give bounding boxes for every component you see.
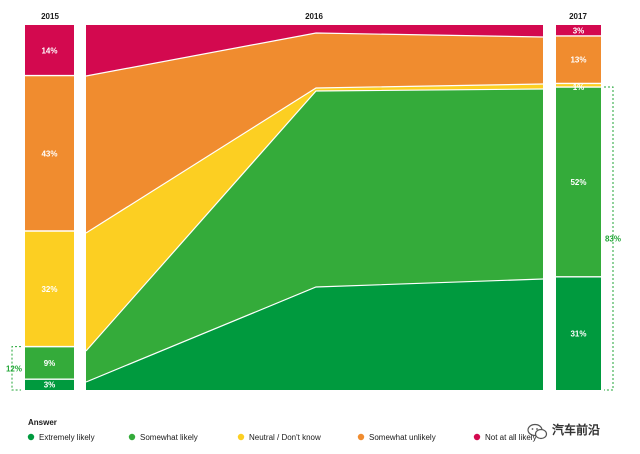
total-label-2015: 12% [6, 364, 22, 373]
watermark-text: 汽车前沿 [552, 422, 600, 437]
transition-divider [85, 32, 544, 77]
data-label-2015-4: 14% [41, 46, 57, 55]
data-label-2015-1: 9% [44, 359, 56, 368]
data-label-2017-4: 3% [573, 26, 585, 35]
area-2016-neutral-don-t-know [86, 84, 543, 351]
data-label-2017-1: 52% [570, 178, 586, 187]
legend-label-0: Extremely likely [39, 433, 95, 442]
data-label-2015-3: 43% [41, 149, 57, 158]
legend: Answer Extremely likely Somewhat likely Ne… [27, 418, 537, 442]
total-label-2017: 83% [605, 235, 621, 244]
legend-label-3: Somewhat unlikely [369, 433, 436, 442]
legend-swatch-1 [128, 433, 136, 441]
legend-label-1: Somewhat likely [140, 433, 198, 442]
data-label-2015-2: 32% [41, 285, 57, 294]
bar-2017-not-at-all-likely [556, 25, 601, 36]
bar-2017-somewhat-unlikely [556, 35, 601, 84]
total-bracket-2017 [604, 86, 614, 391]
legend-swatch-3 [357, 433, 365, 441]
bar-2017-extremely-likely [556, 276, 601, 390]
transition-divider [85, 83, 544, 234]
bar-2015-extremely-likely [25, 379, 74, 390]
bar-2017-somewhat-likely [556, 87, 601, 277]
watermark: 汽车前沿 [527, 422, 600, 440]
year-label-2017: 2017 [569, 12, 587, 21]
legend-label-2: Neutral / Don't know [249, 433, 321, 442]
year-label-2016: 2016 [305, 12, 323, 21]
year-label-2015: 2015 [41, 12, 59, 21]
wechat-icon [527, 423, 548, 440]
data-label-2017-3: 13% [570, 56, 586, 65]
total-bracket-2015 [11, 346, 21, 391]
transition-divider [85, 278, 544, 383]
legend-swatch-4 [473, 433, 481, 441]
bar-2015-somewhat-unlikely [25, 75, 74, 231]
area-2016-not-at-all-likely [86, 25, 543, 76]
bar-2017-neutral-don-t-know [556, 83, 601, 88]
data-label-2017-0: 31% [570, 329, 586, 338]
bar-2015-neutral-don-t-know [25, 230, 74, 347]
data-label-2015-0: 3% [44, 381, 56, 390]
area-2016-extremely-likely [86, 279, 543, 390]
transition-divider [85, 88, 544, 352]
legend-title: Answer [28, 418, 57, 427]
bar-2015-somewhat-likely [25, 346, 74, 380]
area-2016-somewhat-unlikely [86, 33, 543, 233]
legend-swatch-2 [237, 433, 245, 441]
data-label-2017-2: 1% [573, 83, 585, 92]
area-2016-somewhat-likely [86, 89, 543, 382]
legend-label-4: Not at all likely [485, 433, 537, 442]
legend-swatch-0 [27, 433, 35, 441]
bar-2015-not-at-all-likely [25, 25, 74, 76]
